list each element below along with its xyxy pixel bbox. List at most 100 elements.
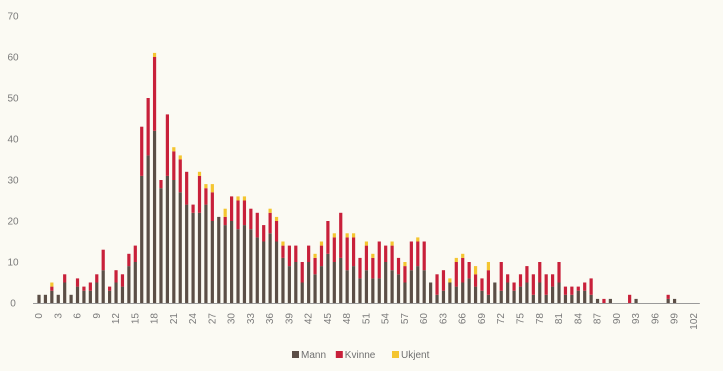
y-tick-label: 0 <box>10 299 16 310</box>
x-tick-label: 6 <box>73 313 84 319</box>
bar-segment-ukjent <box>486 262 490 271</box>
bar-segment-kvinne <box>570 286 574 295</box>
bar-segment-kvinne <box>557 262 561 283</box>
bar-segment-mann <box>429 282 433 303</box>
bar-segment-kvinne <box>628 294 632 303</box>
bar-segment-ukjent <box>371 253 375 258</box>
bar-segment-mann <box>551 286 555 303</box>
x-tick-label: 102 <box>689 313 700 330</box>
bar-segment-mann <box>583 290 587 303</box>
bar-segment-mann <box>249 229 253 303</box>
bar-segment-mann <box>95 282 99 303</box>
bar-segment-mann <box>204 204 208 303</box>
bar-segment-ukjent <box>268 208 272 213</box>
x-tick-label: 18 <box>150 313 161 325</box>
bar-segment-mann <box>358 278 362 303</box>
bar-segment-kvinne <box>82 286 86 291</box>
bar-segment-kvinne <box>75 278 80 287</box>
bar-segment-mann <box>313 274 317 303</box>
bar-segment-kvinne <box>441 270 446 291</box>
bar-segment-mann <box>544 294 548 303</box>
x-tick-label: 24 <box>188 313 199 325</box>
bar-segment-kvinne <box>518 274 523 287</box>
bar-segment-kvinne <box>390 245 394 271</box>
bar-segment-mann <box>345 270 349 303</box>
legend-label-ukjent: Ukjent <box>401 350 430 361</box>
bar-segment-kvinne <box>101 249 105 271</box>
bar-segment-mann <box>461 282 465 303</box>
bar-segment-kvinne <box>454 262 458 287</box>
bar-segment-mann <box>351 266 356 303</box>
bar-segment-ukjent <box>390 241 394 246</box>
bar-segment-kvinne <box>384 245 388 262</box>
bar-segment-mann <box>435 294 439 303</box>
bar-segment-mann <box>525 282 529 303</box>
bar-segment-mann <box>666 298 670 303</box>
bar-segment-kvinne <box>473 274 478 287</box>
bar-segment-kvinne <box>197 175 202 213</box>
bar-segment-ukjent <box>197 171 202 176</box>
bar-segment-kvinne <box>210 192 214 221</box>
bar-segment-kvinne <box>602 298 606 303</box>
bar-segment-mann <box>384 262 388 303</box>
bar-segment-ukjent <box>448 278 452 283</box>
bar-segment-mann <box>300 282 304 303</box>
bar-segment-mann <box>499 290 503 303</box>
bar-segment-kvinne <box>294 245 298 262</box>
bar-segment-kvinne <box>172 151 176 180</box>
x-tick-label: 78 <box>535 313 546 325</box>
bar-segment-kvinne <box>461 257 465 283</box>
x-tick-label: 84 <box>573 313 584 325</box>
bar-segment-kvinne <box>358 257 362 279</box>
bar-segment-ukjent <box>403 262 407 267</box>
bar-segment-ukjent <box>351 233 356 238</box>
bar-segment-kvinne <box>563 286 568 295</box>
bar-segment-mann <box>75 286 80 303</box>
bar-segment-mann <box>319 266 324 303</box>
x-tick-label: 42 <box>304 313 315 325</box>
bar-segment-kvinne <box>178 159 182 193</box>
bar-segment-kvinne <box>544 274 548 295</box>
bar-segment-mann <box>538 282 542 303</box>
bar-segment-mann <box>448 282 452 303</box>
x-tick-label: 12 <box>111 313 122 325</box>
bar-segment-kvinne <box>300 262 304 283</box>
bar-segment-kvinne <box>377 241 381 279</box>
bar-segment-mann <box>403 282 407 303</box>
x-tick-label: 60 <box>419 313 430 325</box>
bar-segment-mann <box>50 290 54 303</box>
bar-segment-kvinne <box>249 208 253 230</box>
y-axis-tick-labels: 0 10 20 30 40 50 60 70 <box>7 12 19 310</box>
bar-segment-mann <box>480 290 484 303</box>
bar-segment-mann <box>531 294 535 303</box>
bar-segment-kvinne <box>538 262 542 283</box>
bar-segment-mann <box>56 294 60 303</box>
bar-segment-kvinne <box>268 212 272 234</box>
bar-segment-mann <box>223 225 227 303</box>
bar-segment-kvinne <box>127 253 131 267</box>
bar-segment-kvinne <box>255 212 259 238</box>
x-tick-label: 99 <box>670 313 681 325</box>
bar-segment-kvinne <box>50 286 54 291</box>
bar-segment-mann <box>473 286 478 303</box>
x-tick-label: 36 <box>265 313 276 325</box>
legend-label-kvinne: Kvinne <box>345 350 376 361</box>
bar-segment-mann <box>563 294 568 303</box>
y-tick-label: 30 <box>7 176 19 187</box>
bar-segment-mann <box>608 298 612 303</box>
bar-segment-mann <box>589 294 593 303</box>
bar-segment-ukjent <box>473 266 478 275</box>
bar-segment-mann <box>672 298 677 303</box>
x-axis-tick-labels: 0 3 6 9 12 15 18 21 24 27 30 33 36 39 42 45 48 51 54 57 60 63… <box>34 313 700 330</box>
bar-segment-mann <box>371 278 375 303</box>
bar-segment-kvinne <box>262 225 266 242</box>
bar-segment-kvinne <box>281 245 285 258</box>
bar-segment-mann <box>274 241 279 303</box>
x-tick-label: 39 <box>284 313 295 325</box>
bar-segment-mann <box>230 221 234 303</box>
x-tick-label: 54 <box>381 313 392 325</box>
bar-segment-kvinne <box>416 241 420 267</box>
x-tick-label: 51 <box>361 313 372 325</box>
bar-segment-mann <box>595 298 600 303</box>
bar-segment-kvinne <box>332 237 336 262</box>
